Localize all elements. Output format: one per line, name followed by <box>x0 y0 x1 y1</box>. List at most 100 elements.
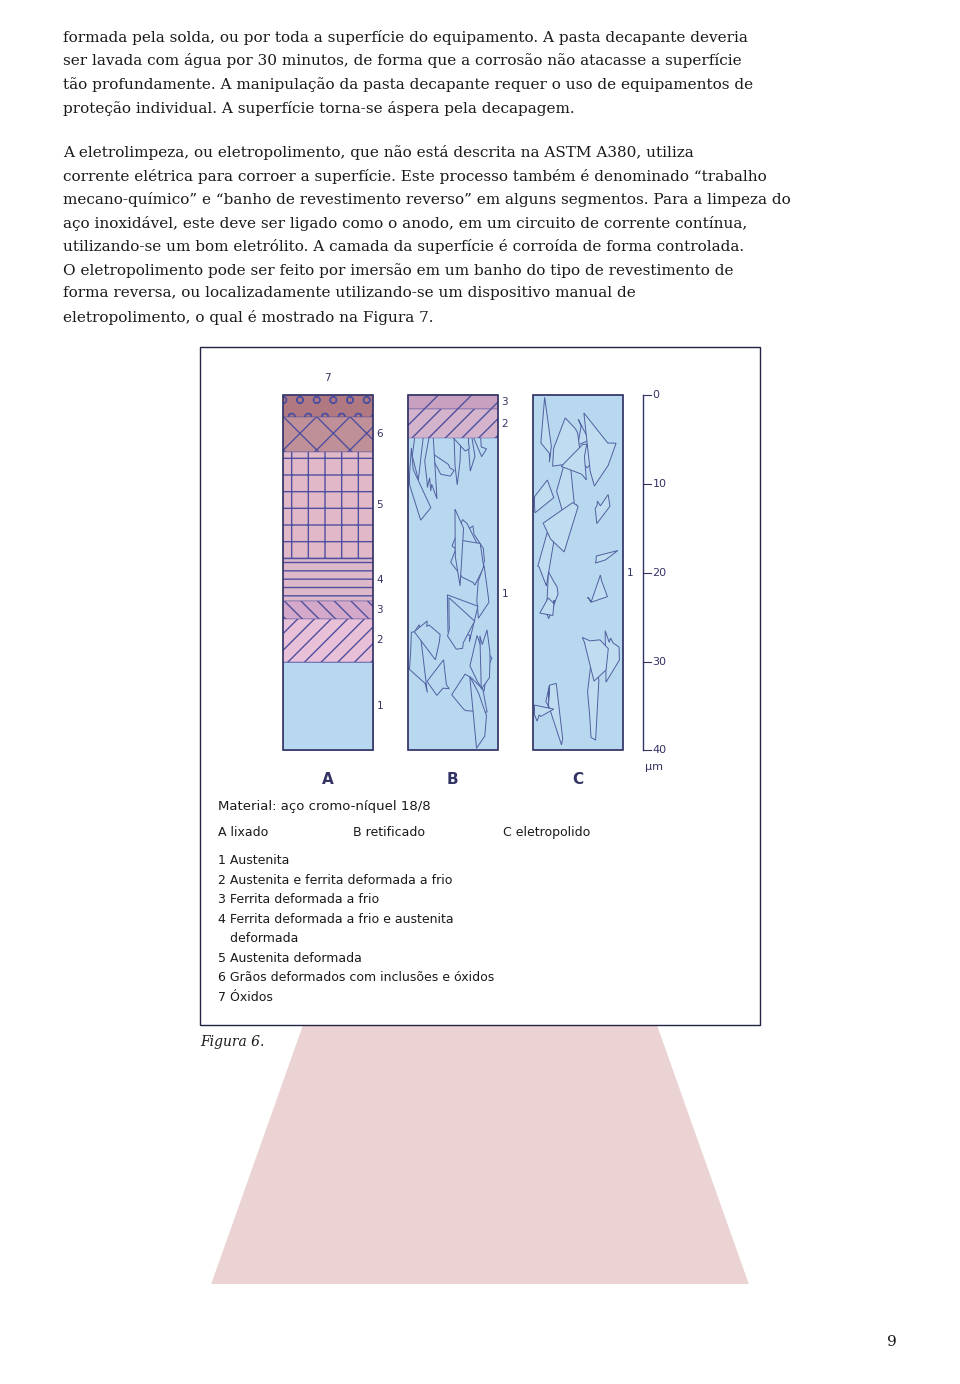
Polygon shape <box>468 526 485 574</box>
Text: 2 Austenita e ferrita deformada a frio: 2 Austenita e ferrita deformada a frio <box>218 873 452 887</box>
Polygon shape <box>477 565 489 619</box>
Polygon shape <box>540 598 554 616</box>
Text: ser lavada com água por 30 minutos, de forma que a corrosão não atacasse a super: ser lavada com água por 30 minutos, de f… <box>63 54 742 68</box>
Text: O eletropolimento pode ser feito por imersão em um banho do tipo de revestimento: O eletropolimento pode ser feito por ime… <box>63 263 733 278</box>
Polygon shape <box>470 430 487 457</box>
Polygon shape <box>454 410 461 484</box>
Text: 1: 1 <box>501 590 508 599</box>
Text: 6 Grãos deformados com inclusões e óxidos: 6 Grãos deformados com inclusões e óxido… <box>218 972 494 984</box>
Polygon shape <box>447 598 474 649</box>
Polygon shape <box>464 419 475 471</box>
Bar <box>282 396 372 750</box>
Polygon shape <box>469 677 487 749</box>
Polygon shape <box>571 440 593 468</box>
Text: proteção individual. A superfície torna-se áspera pela decapagem.: proteção individual. A superfície torna-… <box>63 101 575 115</box>
Text: 20: 20 <box>653 567 666 577</box>
Polygon shape <box>452 519 477 562</box>
Text: 3: 3 <box>376 605 383 614</box>
Polygon shape <box>562 444 587 480</box>
Text: C eletropolido: C eletropolido <box>503 826 590 839</box>
Text: 7: 7 <box>324 374 331 383</box>
Bar <box>282 396 372 417</box>
Polygon shape <box>470 635 492 691</box>
Bar <box>407 410 497 437</box>
Text: 1 Austenita: 1 Austenita <box>218 854 289 868</box>
Polygon shape <box>588 574 608 602</box>
Polygon shape <box>605 631 619 682</box>
Text: 4: 4 <box>376 574 383 585</box>
Text: Material: aço cromo-níquel 18/8: Material: aço cromo-níquel 18/8 <box>218 800 431 814</box>
Polygon shape <box>455 509 464 585</box>
Text: tão profundamente. A manipulação da pasta decapante requer o uso de equipamentos: tão profundamente. A manipulação da past… <box>63 78 754 91</box>
Text: B: B <box>446 772 458 787</box>
Polygon shape <box>540 397 551 462</box>
Polygon shape <box>553 418 580 468</box>
Polygon shape <box>557 437 577 516</box>
Text: 9: 9 <box>887 1336 897 1349</box>
Text: 30: 30 <box>653 656 666 667</box>
Text: 40: 40 <box>653 745 666 756</box>
Polygon shape <box>535 704 554 721</box>
Text: utilizando-se um bom eletrólito. A camada da superfície é corroída de forma cont: utilizando-se um bom eletrólito. A camad… <box>63 239 744 255</box>
Polygon shape <box>546 572 558 619</box>
Polygon shape <box>595 494 610 523</box>
Text: eletropolimento, o qual é mostrado na Figura 7.: eletropolimento, o qual é mostrado na Fi… <box>63 310 434 325</box>
Bar <box>282 417 372 453</box>
Polygon shape <box>543 502 578 552</box>
Bar <box>282 619 372 662</box>
Text: 2: 2 <box>376 635 383 645</box>
Bar <box>200 347 760 1026</box>
Text: formada pela solda, ou por toda a superfície do equipamento. A pasta decapante d: formada pela solda, ou por toda a superf… <box>63 30 748 46</box>
Polygon shape <box>410 624 427 692</box>
Bar <box>407 396 497 750</box>
Polygon shape <box>414 621 440 660</box>
Text: 3 Ferrita deformada a frio: 3 Ferrita deformada a frio <box>218 893 379 907</box>
Text: μm: μm <box>644 763 662 772</box>
Bar <box>533 396 622 750</box>
Text: forma reversa, ou localizadamente utilizando-se um dispositivo manual de: forma reversa, ou localizadamente utiliz… <box>63 286 636 300</box>
Polygon shape <box>584 412 616 486</box>
Polygon shape <box>451 540 484 585</box>
Polygon shape <box>424 421 437 498</box>
Text: deformada: deformada <box>218 933 299 945</box>
Polygon shape <box>427 660 449 695</box>
Polygon shape <box>583 638 609 681</box>
Polygon shape <box>546 684 563 745</box>
Text: 2: 2 <box>501 418 508 429</box>
Text: 1: 1 <box>376 700 383 711</box>
Bar <box>282 601 372 619</box>
Polygon shape <box>480 630 490 689</box>
Polygon shape <box>447 595 478 642</box>
Text: mecano-químico” e “banho de revestimento reverso” em alguns segmentos. Para a li: mecano-químico” e “banho de revestimento… <box>63 192 791 208</box>
Text: aço inoxidável, este deve ser ligado como o anodo, em um circuito de corrente co: aço inoxidável, este deve ser ligado com… <box>63 216 747 231</box>
Polygon shape <box>595 551 618 563</box>
Text: A eletrolimpeza, ou eletropolimento, que não está descrita na ASTM A380, utiliza: A eletrolimpeza, ou eletropolimento, que… <box>63 145 694 161</box>
Bar <box>407 396 497 750</box>
Polygon shape <box>588 653 599 740</box>
Text: 4 Ferrita deformada a frio e austenita: 4 Ferrita deformada a frio e austenita <box>218 913 454 926</box>
Polygon shape <box>447 406 474 451</box>
Text: A lixado: A lixado <box>218 826 268 839</box>
Text: 3: 3 <box>501 397 508 407</box>
Polygon shape <box>535 480 554 513</box>
Bar <box>282 559 372 601</box>
Text: 5: 5 <box>376 500 383 511</box>
Text: 5 Austenita deformada: 5 Austenita deformada <box>218 952 362 965</box>
Text: 10: 10 <box>653 479 666 489</box>
Text: C: C <box>572 772 583 787</box>
Bar <box>282 662 372 750</box>
Text: 7 Óxidos: 7 Óxidos <box>218 991 273 1003</box>
Polygon shape <box>429 451 454 476</box>
Polygon shape <box>410 448 431 520</box>
Polygon shape <box>452 674 487 713</box>
Bar <box>533 396 622 750</box>
Polygon shape <box>573 419 592 471</box>
Bar <box>407 396 497 410</box>
Bar <box>282 453 372 559</box>
Polygon shape <box>412 407 426 480</box>
Polygon shape <box>211 526 749 1284</box>
Text: B retificado: B retificado <box>353 826 425 839</box>
Text: 0: 0 <box>653 390 660 400</box>
Text: A: A <box>322 772 333 787</box>
Polygon shape <box>538 533 554 585</box>
